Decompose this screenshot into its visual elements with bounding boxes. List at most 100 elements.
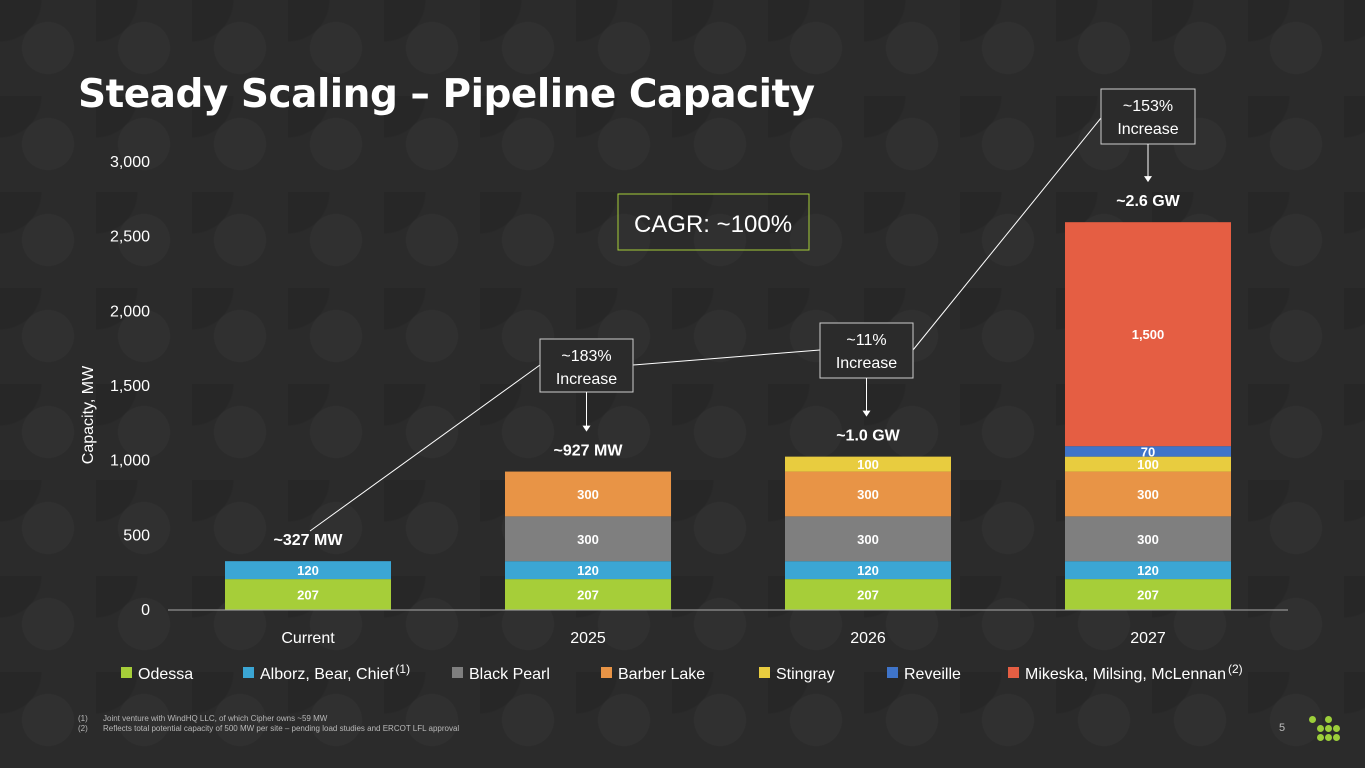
bar-segment (1065, 446, 1231, 457)
y-tick-label: 1,000 (110, 453, 150, 470)
bar-segment (1065, 456, 1231, 472)
total-label: ~927 MW (554, 443, 624, 460)
annotations: CAGR: ~100% ~183% Increase ~11% Increase ~153… (309, 88, 1196, 532)
legend-label: Stingray (776, 666, 835, 683)
data-label: 207 (577, 588, 599, 603)
total-label: ~1.0 GW (836, 428, 900, 445)
bar-segment (1065, 561, 1231, 580)
y-tick-label: 3,000 (110, 154, 150, 171)
bar-segment (785, 471, 951, 517)
footnote-text: Joint venture with WindHQ LLC, of which … (103, 714, 328, 723)
y-tick-label: 2,000 (110, 303, 150, 320)
bar-segment (1065, 579, 1231, 610)
data-label: 300 (1137, 532, 1159, 547)
bar-segment (225, 561, 391, 580)
bar-segment (225, 579, 391, 610)
x-tick-label: 2025 (570, 630, 606, 647)
legend: Odessa Alborz, Bear, Chief (1) Black Pearl B… (121, 662, 1243, 683)
bar-segment (505, 579, 671, 610)
x-tick-label: 2026 (850, 630, 886, 647)
legend-swatch (452, 667, 463, 678)
legend-footnote-marker: (2) (1228, 662, 1243, 676)
x-tick-label: Current (281, 630, 335, 647)
arrow-head (1144, 176, 1152, 183)
x-axis: Current 2025 2026 2027 (281, 630, 1166, 647)
y-axis: 0 500 1,000 1,500 2,000 2,500 3,000 (110, 154, 150, 619)
increase-label: Increase (1117, 121, 1178, 138)
data-label: 100 (1137, 457, 1159, 472)
legend-swatch (887, 667, 898, 678)
legend-item: Alborz, Bear, Chief (1) (243, 662, 410, 683)
bar-segment (505, 471, 671, 517)
increase-percent: ~183% (561, 348, 611, 365)
legend-swatch (1008, 667, 1019, 678)
bar-segment (785, 579, 951, 610)
y-tick-label: 2,500 (110, 229, 150, 246)
data-label: 70 (1141, 444, 1155, 459)
bar-segment (785, 561, 951, 580)
page-title: Steady Scaling – Pipeline Capacity (78, 72, 815, 117)
data-label: 207 (857, 588, 879, 603)
legend-label: Black Pearl (469, 666, 550, 683)
increase-percent: ~11% (846, 332, 886, 349)
data-label: 120 (297, 563, 319, 578)
x-tick-label: 2027 (1130, 630, 1166, 647)
increase-box (539, 338, 634, 393)
data-label: 120 (1137, 563, 1159, 578)
bars: 207 120 207 120 300 300 207 120 300 300 100 207 120 3… (225, 222, 1231, 610)
legend-label: Odessa (138, 666, 193, 683)
connector-line (309, 364, 541, 532)
legend-item: Stingray (759, 666, 835, 683)
data-label: 300 (857, 532, 879, 547)
increase-box (1100, 88, 1196, 145)
footnote-number: (2) (78, 724, 88, 733)
connector-line (912, 117, 1102, 351)
y-tick-label: 0 (141, 602, 150, 619)
data-label: 300 (577, 532, 599, 547)
increase-box (819, 322, 914, 379)
increase-label: Increase (836, 355, 897, 372)
bar-segment (785, 456, 951, 472)
total-labels: ~327 MW ~927 MW ~1.0 GW ~2.6 GW (274, 193, 1181, 549)
data-label: 207 (1137, 588, 1159, 603)
legend-swatch (121, 667, 132, 678)
connector-line (632, 349, 821, 366)
legend-swatch (601, 667, 612, 678)
cagr-label: CAGR: ~100% (634, 211, 792, 238)
bar-segment (785, 516, 951, 562)
data-label: 300 (857, 487, 879, 502)
increase-percent: ~153% (1123, 98, 1173, 115)
y-tick-label: 1,500 (110, 378, 150, 395)
legend-label: Mikeska, Milsing, McLennan (1025, 666, 1226, 683)
y-tick-label: 500 (123, 527, 150, 544)
bar-segment (1065, 222, 1231, 447)
data-label: 300 (1137, 487, 1159, 502)
data-label: 100 (857, 457, 879, 472)
bar-segment (505, 516, 671, 562)
legend-label: Reveille (904, 666, 961, 683)
arrow-head (862, 410, 871, 417)
footnote-2: (2) Reflects total potential capacity of … (78, 724, 459, 734)
legend-label: Alborz, Bear, Chief (260, 666, 394, 683)
legend-item: Odessa (121, 666, 193, 683)
legend-label: Barber Lake (618, 666, 705, 683)
cagr-box (617, 193, 810, 251)
footnote-1: (1) Joint venture with WindHQ LLC, of whi… (78, 714, 459, 724)
legend-footnote-marker: (1) (395, 662, 410, 676)
footnotes: (1) Joint venture with WindHQ LLC, of whi… (78, 714, 459, 734)
arrow-head (582, 425, 591, 432)
legend-item: Reveille (887, 666, 961, 683)
total-label: ~2.6 GW (1116, 193, 1180, 210)
increase-label: Increase (556, 371, 617, 388)
bar-segment (1065, 471, 1231, 517)
company-logo (1305, 714, 1341, 744)
data-label: 207 (297, 588, 319, 603)
legend-item: Black Pearl (452, 666, 550, 683)
y-axis-label: Capacity, MW (80, 365, 97, 464)
data-label: 300 (577, 487, 599, 502)
page-number: 5 (1279, 722, 1286, 734)
data-label: 120 (577, 563, 599, 578)
data-label: 1,500 (1132, 327, 1165, 342)
stacked-bar-chart: 0 500 1,000 1,500 2,000 2,500 3,000 Capacity, … (80, 88, 1288, 683)
legend-swatch (759, 667, 770, 678)
